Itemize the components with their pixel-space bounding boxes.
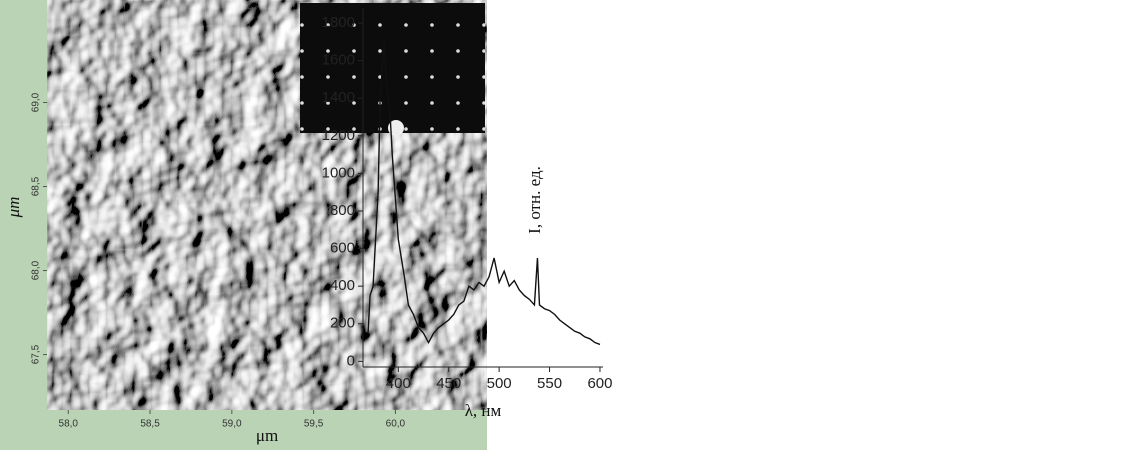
image-y-label: μm [4,197,23,219]
diffraction-spots [300,3,485,133]
x-axis-label: λ, нм [465,401,502,420]
x-tick-label: 450 [436,375,461,392]
x-tick-label: 600 [587,375,612,392]
x-tick-label: 550 [537,375,562,392]
y-tick-label: 200 [330,315,355,332]
y-axis-label: I, отн. ед. [525,166,544,234]
diffraction-center [388,120,404,136]
y-tick-label: 1400 [322,89,355,106]
y-tick-label: 1600 [322,52,355,69]
x-tick-label: 500 [487,375,512,392]
x-tick-label: 58,0 [59,419,79,430]
x-tick-label: 58,5 [140,419,160,430]
x-tick-label: 60,0 [386,419,406,430]
y-tick-label: 800 [330,202,355,219]
y-tick-label: 67,5 [31,344,42,364]
y-tick-label: 1000 [322,164,355,181]
image-x-label: μm [256,426,278,445]
y-tick-label: 400 [330,277,355,294]
x-tick-label: 59,0 [222,419,242,430]
y-tick-label: 69,0 [31,92,42,112]
y-tick-label: 1200 [322,127,355,144]
x-tick-label: 59,5 [304,419,324,430]
x-tick-label: 400 [386,375,411,392]
y-tick-label: 1800 [322,14,355,31]
y-tick-label: 0 [347,352,355,369]
y-tick-label: 68,5 [31,176,42,196]
y-tick-label: 68,0 [31,260,42,280]
y-tick-label: 600 [330,240,355,257]
spectrum-line [367,41,601,346]
